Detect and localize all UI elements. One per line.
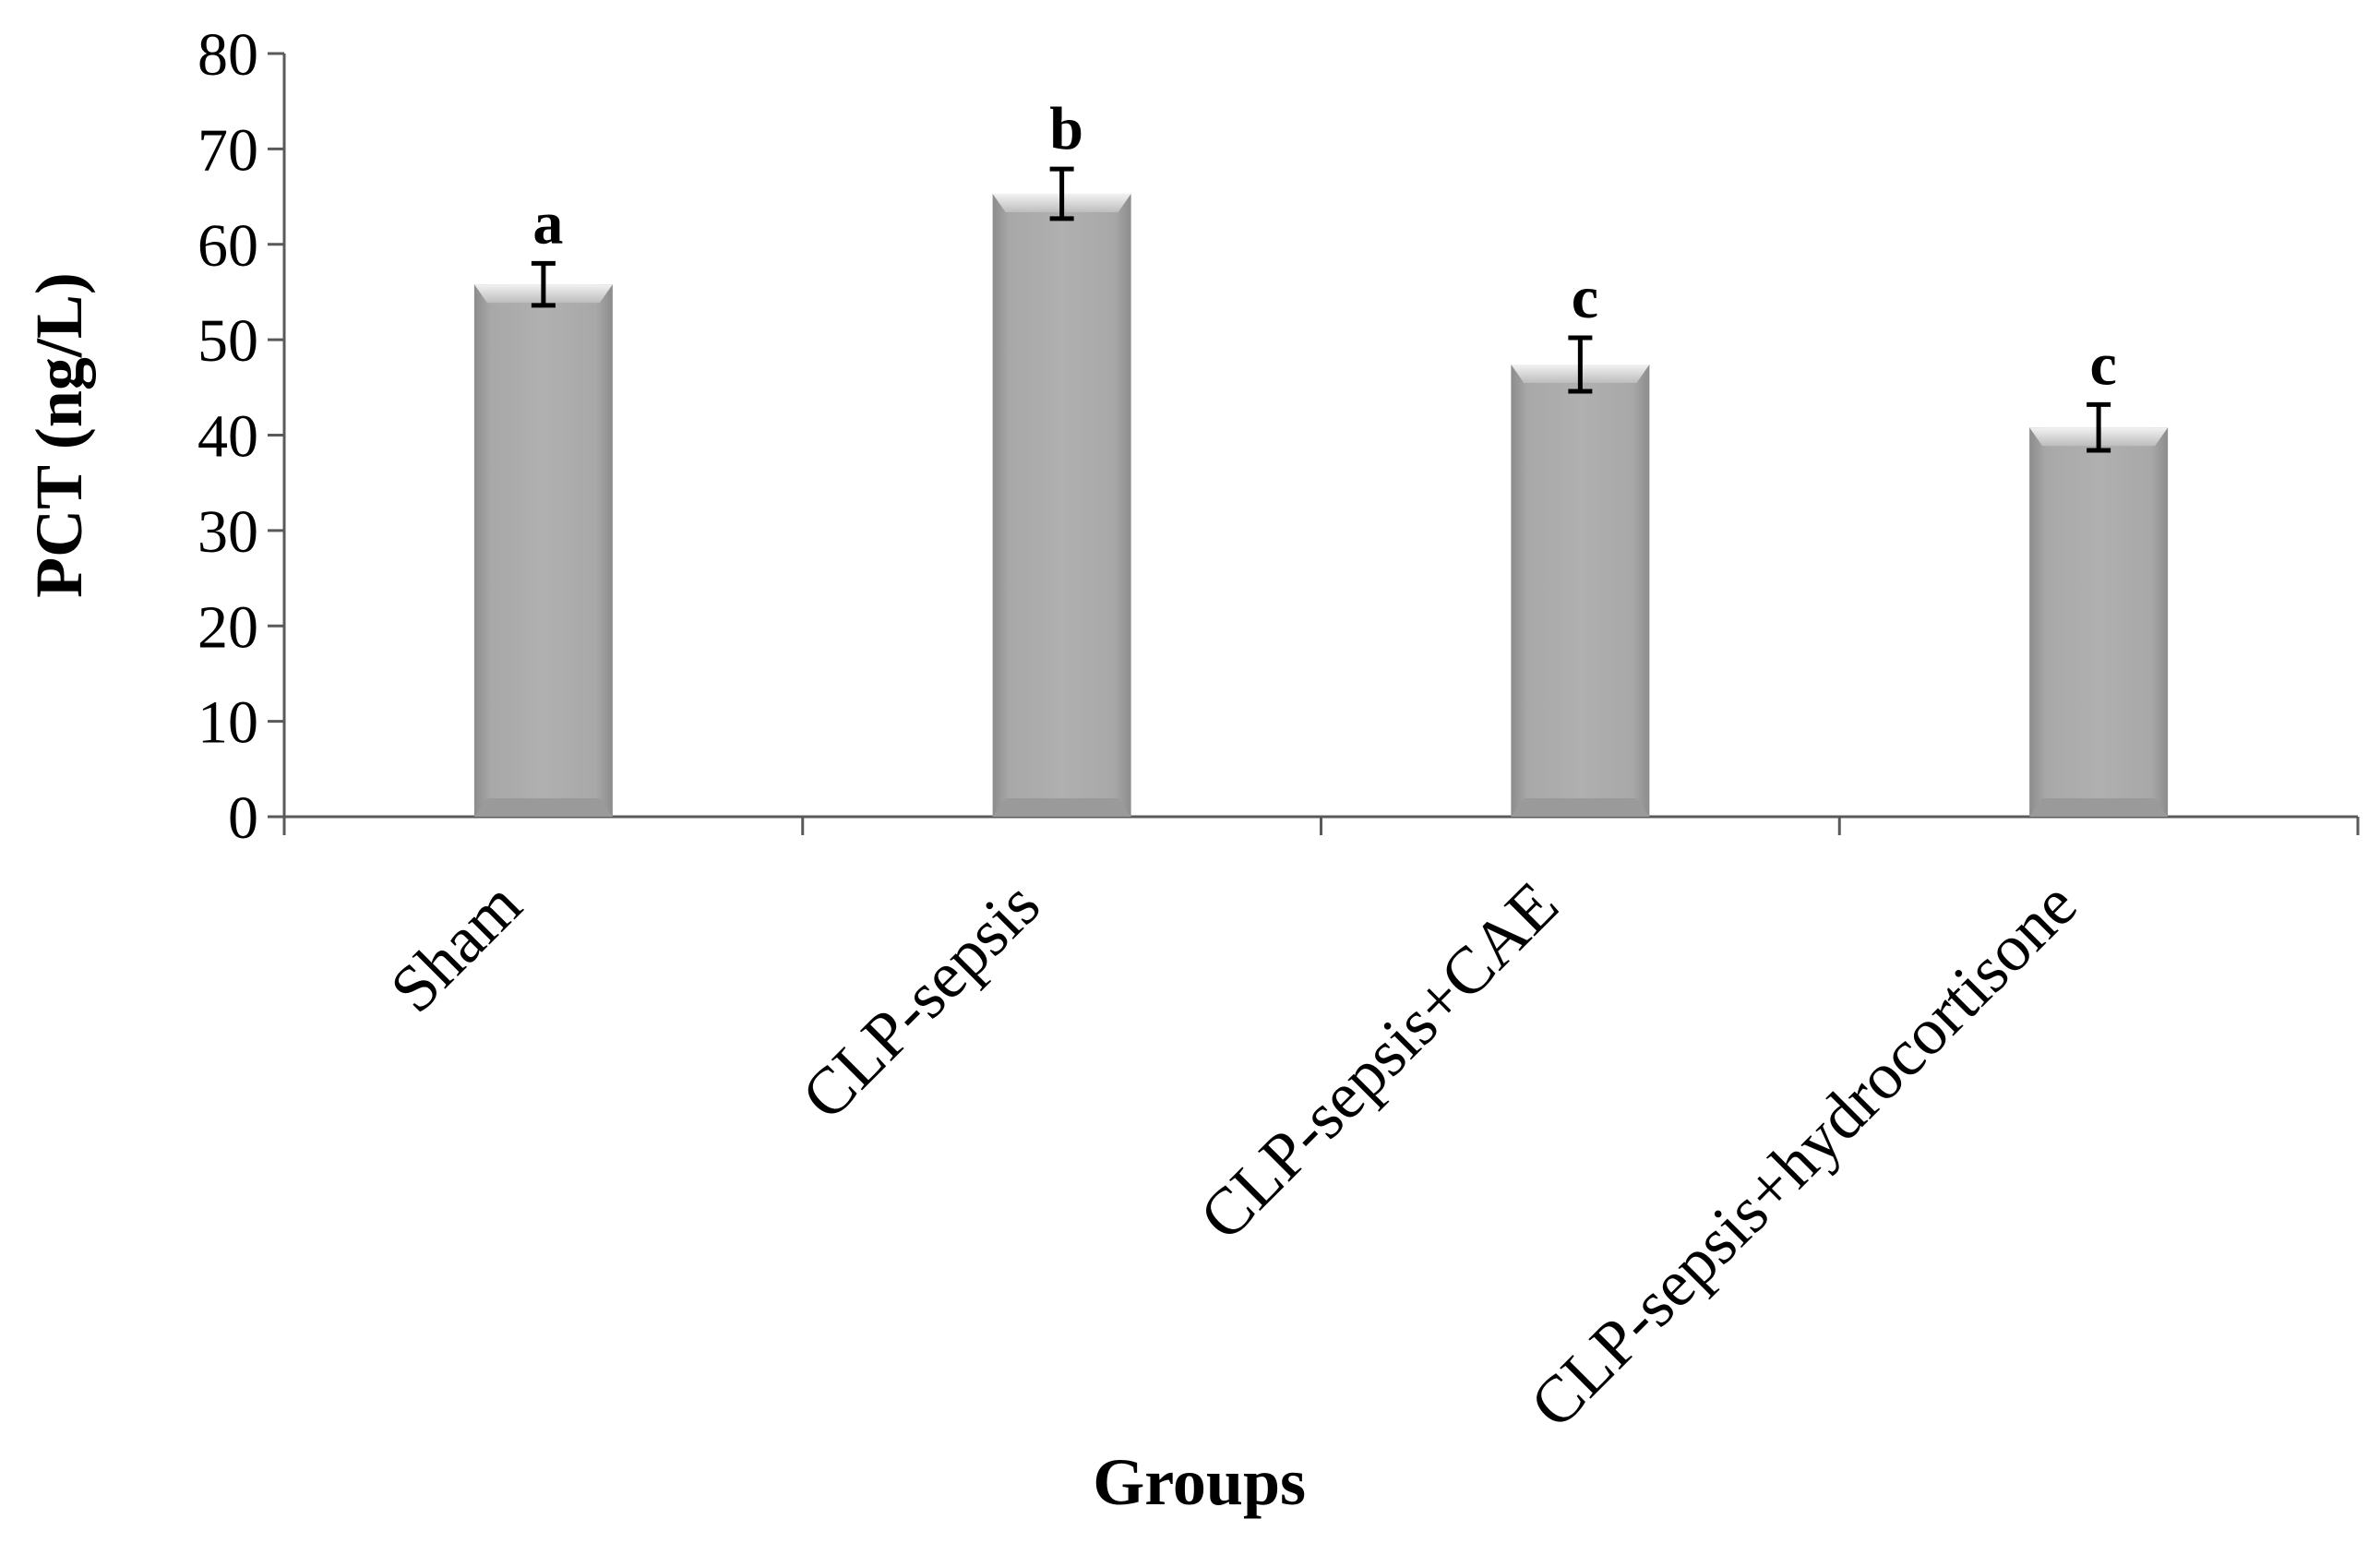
category-label: CLP-sepsis+hydrocortisone (1516, 867, 2091, 1442)
significance-label: a (532, 189, 563, 257)
bar-bottom-bevel (1511, 798, 1650, 817)
category-label: CLP-sepsis (787, 867, 1054, 1134)
y-tick-label: 0 (228, 784, 258, 852)
bar (992, 193, 1131, 817)
x-axis (282, 815, 2360, 835)
y-tick-label: 70 (197, 116, 258, 184)
category-label: CLP-sepsis+CAE (1186, 867, 1573, 1254)
bar-bottom-bevel (992, 798, 1131, 817)
y-tick-label: 80 (197, 21, 258, 89)
bar-bottom-bevel (2029, 798, 2169, 817)
bar (1511, 365, 1650, 817)
significance-label: c (1572, 264, 1598, 331)
bars (473, 193, 2169, 818)
significance-label: b (1049, 95, 1083, 162)
bar (2029, 427, 2169, 817)
y-tick-label: 20 (197, 593, 258, 661)
category-label: Sham (377, 867, 536, 1027)
significance-label: c (2089, 330, 2116, 398)
y-tick-label: 30 (197, 498, 258, 566)
error-bars (531, 166, 2111, 453)
bar (473, 284, 613, 818)
y-tick-label: 40 (197, 403, 258, 471)
x-axis-title: Groups (1093, 1445, 1306, 1519)
y-tick-label: 10 (197, 689, 258, 757)
y-tick-label: 60 (197, 212, 258, 280)
significance-labels: a b c c (532, 95, 2116, 398)
category-labels: Sham CLP-sepsis CLP-sepsis+CAECLP-sepsis+h… (377, 867, 2091, 1442)
y-tick-label: 50 (197, 307, 258, 375)
y-axis: 0 10 20 30 40 50 60 70 80 (197, 21, 286, 852)
y-axis-title: PCT (ng/L) (22, 272, 96, 598)
bar-bottom-bevel (473, 798, 613, 817)
